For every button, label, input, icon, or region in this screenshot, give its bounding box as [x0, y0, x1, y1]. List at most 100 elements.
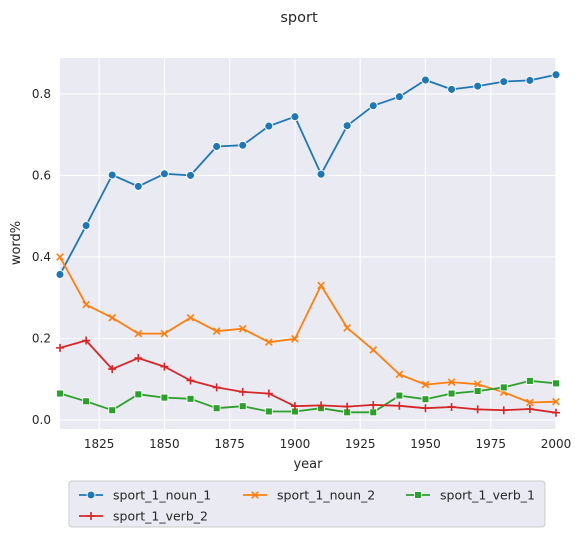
data-point: [264, 389, 273, 398]
data-point: [82, 300, 90, 309]
series-group: [55, 70, 561, 417]
data-point: [447, 378, 456, 386]
series-sport_1_noun_1: [55, 70, 561, 279]
data-point: [159, 169, 169, 179]
legend-label: sport_1_verb_1: [440, 488, 535, 503]
x-axis-label: year: [293, 457, 323, 472]
y-tick-label: 0.2: [32, 331, 51, 345]
y-axis-label: word%: [9, 221, 24, 265]
data-point: [134, 390, 143, 399]
series-sport_1_verb_1: [56, 376, 560, 417]
legend: sport_1_noun_1 sport_1_noun_2 sport_1_verb…: [68, 480, 546, 528]
chart-title: sport: [280, 10, 318, 26]
data-point: [160, 393, 169, 402]
data-point: [421, 75, 430, 85]
data-point: [499, 77, 509, 87]
legend-label: sport_1_verb_2: [113, 509, 208, 524]
data-point: [186, 313, 195, 322]
series-sport_1_noun_2: [56, 253, 560, 407]
data-point: [238, 402, 247, 411]
data-point: [395, 401, 404, 410]
data-point: [316, 169, 326, 179]
legend-label: sport_1_noun_2: [277, 488, 375, 503]
legend-item: sport_1_verb_2: [79, 509, 208, 524]
data-point: [317, 401, 326, 410]
data-point: [343, 402, 352, 411]
y-tick-label: 0.4: [32, 250, 51, 264]
data-point: [108, 313, 117, 322]
data-point: [395, 370, 404, 379]
legend-marker: [86, 490, 96, 500]
data-point: [160, 329, 169, 338]
x-tick-label: 1925: [345, 437, 376, 451]
data-point: [186, 170, 195, 180]
data-point: [82, 336, 91, 345]
data-point: [264, 338, 273, 347]
data-point: [291, 335, 299, 343]
data-point: [238, 387, 247, 396]
legend-marker: [414, 491, 422, 499]
series-line: [59, 339, 557, 414]
data-point: [552, 379, 560, 388]
data-point: [133, 181, 143, 191]
legend-item: sport_1_verb_1: [406, 488, 535, 503]
data-point: [395, 391, 404, 400]
data-point: [525, 75, 535, 85]
x-tick-label: 1850: [149, 437, 180, 451]
data-point: [186, 394, 195, 403]
data-point: [551, 70, 561, 80]
data-point: [264, 121, 274, 131]
data-point: [212, 383, 221, 392]
data-point: [394, 92, 404, 102]
data-point: [81, 221, 91, 231]
data-point: [421, 380, 430, 389]
data-point: [134, 354, 143, 363]
data-point: [473, 81, 483, 91]
x-ticks: 1825 1850 1875 1900 1925 1950 1975 2000: [84, 437, 571, 451]
data-point: [552, 397, 560, 406]
data-point: [108, 406, 117, 415]
y-tick-label: 0.6: [32, 168, 51, 182]
x-tick-label: 1875: [214, 437, 245, 451]
legend-marker: [251, 491, 259, 499]
y-tick-label: 0.0: [32, 413, 51, 427]
data-point: [343, 324, 352, 332]
data-point: [369, 346, 378, 354]
data-point: [369, 408, 378, 417]
legend-item: sport_1_noun_2: [243, 488, 375, 503]
data-point: [525, 405, 534, 414]
series-line: [59, 379, 557, 414]
data-point: [447, 389, 456, 398]
data-point: [473, 380, 482, 389]
series-line: [59, 256, 557, 404]
plot-area: [60, 58, 556, 429]
data-point: [447, 402, 456, 411]
grid: [60, 58, 557, 429]
legend-marker: [87, 512, 95, 520]
data-point: [499, 383, 508, 392]
series-sport_1_verb_2: [56, 336, 560, 417]
data-point: [108, 365, 117, 374]
data-point: [421, 395, 430, 404]
data-point: [264, 407, 273, 416]
legend-label: sport_1_noun_1: [113, 488, 211, 503]
data-point: [447, 84, 457, 94]
data-point: [369, 400, 378, 409]
data-point: [368, 101, 378, 111]
data-point: [56, 343, 64, 352]
data-point: [525, 376, 534, 385]
data-point: [238, 324, 247, 333]
x-tick-label: 1950: [410, 437, 441, 451]
data-point: [82, 397, 91, 406]
data-point: [473, 405, 482, 414]
data-point: [56, 253, 64, 261]
data-point: [238, 140, 248, 150]
data-point: [290, 402, 299, 411]
data-point: [160, 362, 169, 371]
data-point: [290, 112, 300, 122]
data-point: [342, 121, 352, 131]
data-point: [499, 406, 508, 415]
data-point: [55, 270, 65, 279]
data-point: [134, 329, 143, 338]
